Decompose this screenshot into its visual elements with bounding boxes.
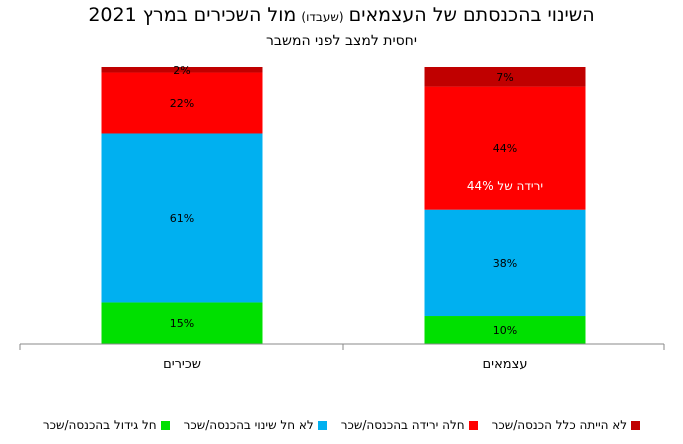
legend-swatch xyxy=(468,420,478,430)
x-tick-label: עצמאים xyxy=(483,357,528,372)
chart-subtitle: יחסית למצב לפני המשבר xyxy=(266,33,417,49)
x-tick-label: שכירים xyxy=(163,357,201,372)
legend-label: חלה ירידה בהכנסה/שכר xyxy=(340,418,465,432)
legend: לא הייתה כלל הכנסה/שכר חלה ירידה בהכנסה/ש… xyxy=(0,418,683,432)
chart-title-part1: השינוי בהכנסתם של העצמאים xyxy=(348,4,595,26)
bar-segment xyxy=(424,67,586,87)
legend-label: לא הייתה כלל הכנסה/שכר xyxy=(491,418,628,432)
chart-title-part2: מול השכירים במרץ 2021 xyxy=(88,4,297,26)
legend-swatch xyxy=(631,420,641,430)
data-label: 7% xyxy=(496,71,513,84)
bar-segment xyxy=(424,86,586,210)
data-label: 44% xyxy=(493,142,517,155)
bar-segment xyxy=(101,72,263,134)
annotation-label: ירידה של 44% xyxy=(467,179,543,193)
data-label: 15% xyxy=(170,317,194,330)
bar-segment xyxy=(101,67,263,73)
bar-segment xyxy=(424,209,586,317)
legend-swatch xyxy=(317,420,327,430)
chart-title: השינוי בהכנסתם של העצמאים (שעבדו) מול הש… xyxy=(0,4,683,26)
legend-swatch xyxy=(160,420,170,430)
legend-item: חל גידול בהכנסה/שכר xyxy=(43,418,170,432)
legend-item: חלה ירידה בהכנסה/שכר xyxy=(341,418,478,432)
data-label: 22% xyxy=(170,97,194,110)
data-label: 2% xyxy=(173,64,190,77)
chart-title-small: (שעבדו) xyxy=(301,10,344,24)
data-label: 61% xyxy=(170,212,194,225)
bar-segment xyxy=(424,316,586,344)
data-label: 38% xyxy=(493,257,517,270)
legend-label: חל גידול בהכנסה/שכר xyxy=(42,418,157,432)
data-label: 10% xyxy=(493,324,517,337)
legend-item: לא הייתה כלל הכנסה/שכר xyxy=(492,418,641,432)
legend-label: לא חל שינוי בהכנסה/שכר xyxy=(183,418,314,432)
bar-segment xyxy=(101,133,263,303)
bar-segment xyxy=(101,302,263,344)
legend-item: לא חל שינוי בהכנסה/שכר xyxy=(184,418,327,432)
